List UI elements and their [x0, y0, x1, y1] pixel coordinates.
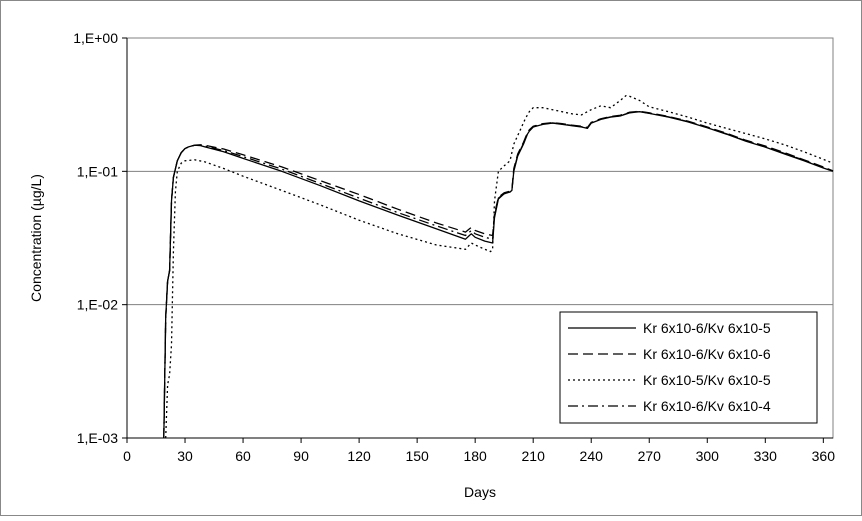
x-tick-label: 30: [177, 448, 193, 464]
x-tick-label: 270: [638, 448, 662, 464]
series-line-3: [165, 94, 834, 439]
x-tick-label: 120: [347, 448, 371, 464]
legend-label-4: Kr 6x10-6/Kv 6x10-4: [643, 398, 771, 414]
legend-label-1: Kr 6x10-6/Kv 6x10-5: [643, 320, 771, 336]
x-tick-label: 330: [754, 448, 778, 464]
y-tick-label: 1,E+00: [73, 30, 118, 46]
legend: Kr 6x10-6/Kv 6x10-5 Kr 6x10-6/Kv 6x10-6 Kr…: [559, 311, 818, 424]
legend-label-3: Kr 6x10-5/Kv 6x10-5: [643, 372, 771, 388]
x-tick-label: 90: [293, 448, 309, 464]
x-tick-label: 300: [696, 448, 720, 464]
x-tick-label: 60: [235, 448, 251, 464]
axes: 1,E+00 1,E-01 1,E-02 1,E-03 0 30 60 90 120 150 180…: [73, 30, 835, 464]
x-tick-label: 210: [522, 448, 546, 464]
legend-label-2: Kr 6x10-6/Kv 6x10-6: [643, 346, 771, 362]
y-tick-label: 1,E-03: [77, 430, 118, 446]
x-tick-label: 0: [123, 448, 131, 464]
y-axis-label: Concentration (µg/L): [28, 174, 44, 302]
x-axis-label: Days: [464, 484, 496, 500]
legend-box: [559, 311, 818, 424]
series-lines: [163, 94, 834, 439]
grid-lines: [127, 170, 833, 306]
y-tick-label: 1,E-02: [77, 297, 118, 313]
x-tick-label: 150: [405, 448, 429, 464]
x-tick-label: 240: [580, 448, 604, 464]
x-tick-label: 360: [812, 448, 836, 464]
y-tick-label: 1,E-01: [77, 163, 118, 179]
series-line-4: [163, 110, 834, 439]
x-tick-label: 180: [463, 448, 487, 464]
